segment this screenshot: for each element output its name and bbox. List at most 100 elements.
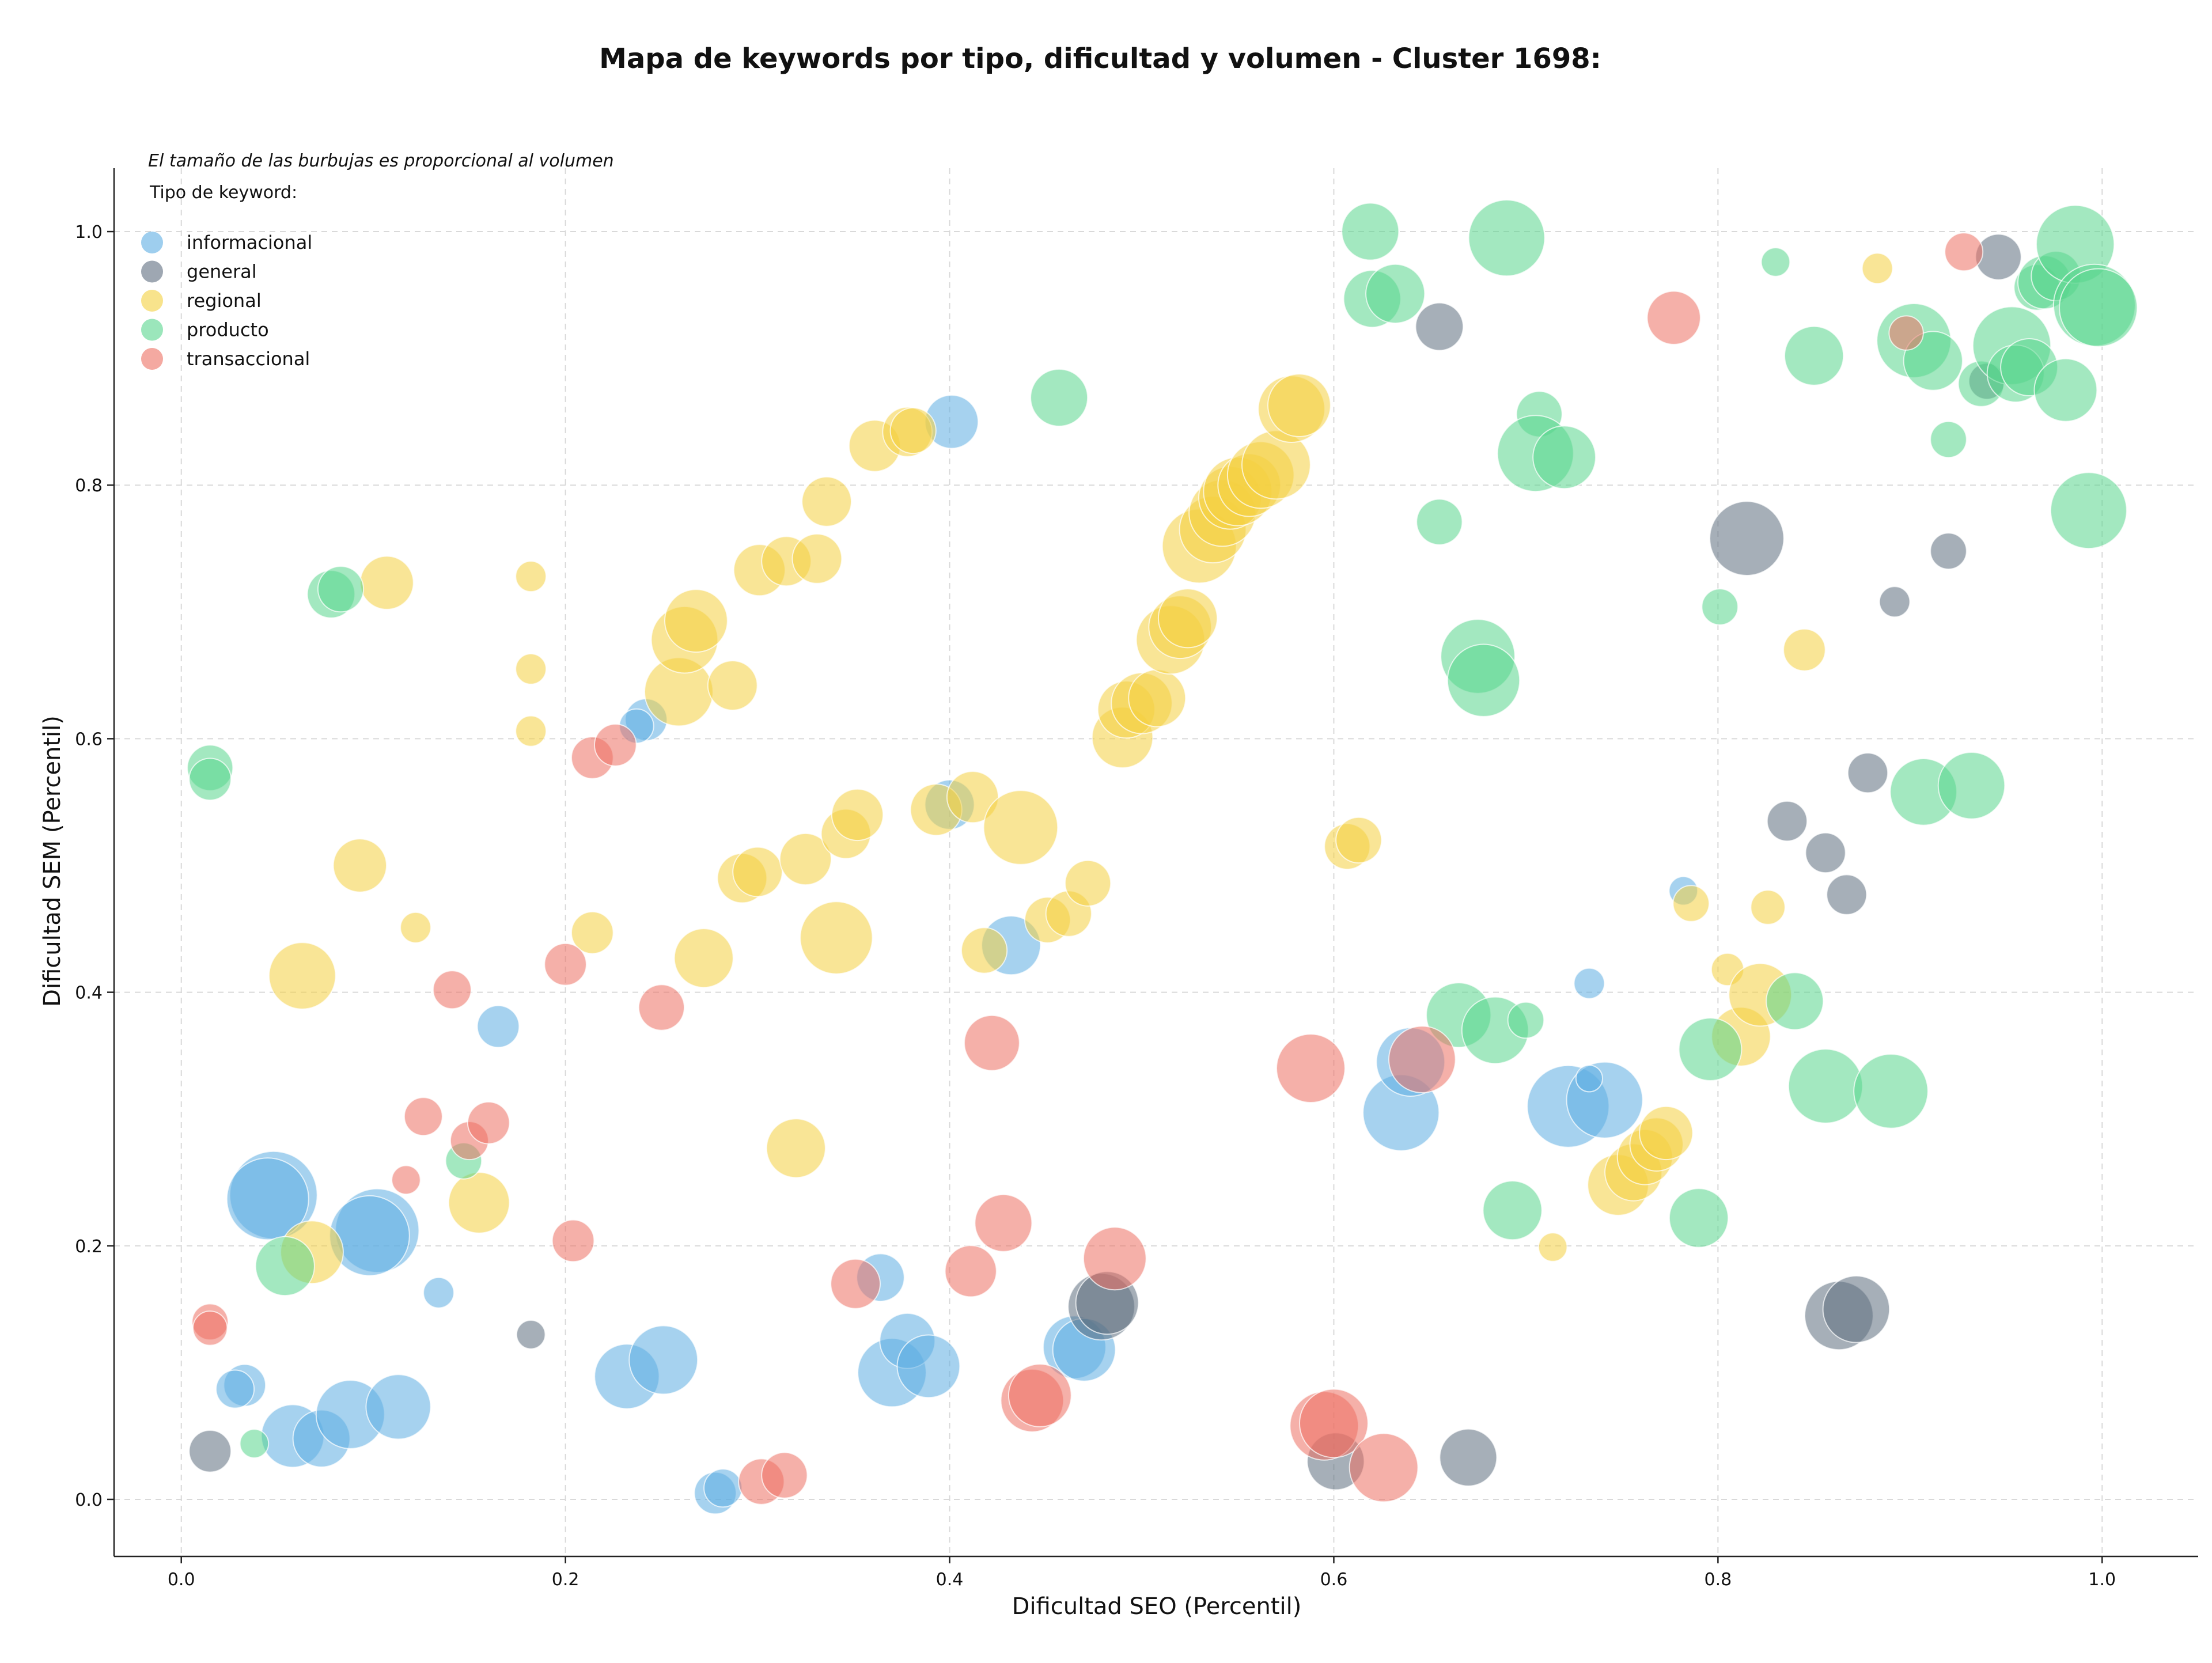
bubble-producto [2033, 358, 2098, 422]
bubble-regional [1128, 669, 1187, 728]
x-tick-label: 0.2 [552, 1570, 579, 1590]
bubble-transaccional [1944, 232, 1984, 272]
legend-label-regional: regional [187, 290, 262, 312]
bubble-producto [1784, 325, 1844, 386]
bubble-transaccional [391, 1165, 421, 1195]
bubble-regional [332, 838, 387, 893]
bubble-informacional [215, 1369, 255, 1409]
bubble-transaccional [1388, 1025, 1456, 1093]
bubble-regional [732, 846, 783, 897]
bubble-informacional [365, 1374, 431, 1440]
bubble-producto [1532, 425, 1597, 490]
y-tick-label: 0.4 [75, 983, 103, 1003]
bubble-general [1766, 800, 1808, 842]
bubble-regional [801, 476, 852, 527]
bubble-transaccional [830, 1258, 881, 1309]
bubble-general [1878, 586, 1911, 618]
bubble-transaccional [403, 1097, 443, 1137]
bubble-transaccional [594, 723, 637, 767]
bubble-producto [239, 1429, 270, 1459]
bubble-producto [1482, 1180, 1543, 1241]
bubble-regional [791, 533, 843, 584]
bubble-regional [400, 911, 431, 944]
legend-label-informacional: informacional [187, 232, 312, 253]
bubble-regional [1783, 628, 1826, 672]
bubble-general [1822, 1275, 1891, 1343]
bubble-regional [673, 928, 734, 988]
bubble-informacional [476, 1005, 520, 1048]
y-tick-label: 1.0 [75, 222, 103, 243]
bubble-producto [1365, 263, 1426, 324]
bubble-regional [1672, 885, 1710, 922]
bubble-general [1930, 532, 1967, 570]
bubble-regional [359, 555, 414, 610]
bubble-informacional [226, 1157, 309, 1241]
y-tick-label: 0.2 [75, 1237, 103, 1257]
bubble-regional [268, 942, 336, 1010]
x-tick-label: 0.6 [1320, 1570, 1348, 1590]
bubble-transaccional [1082, 1226, 1147, 1291]
size-annotation: El tamaño de las burbujas es proporciona… [148, 151, 614, 171]
bubble-transaccional [964, 1014, 1020, 1071]
legend-label-producto: producto [187, 319, 269, 341]
legend-marker-regional [141, 290, 163, 312]
bubble-transaccional [638, 984, 685, 1031]
bubble-general [1709, 501, 1785, 577]
bubble-transaccional [1646, 290, 1701, 345]
bubble-transaccional [944, 1245, 997, 1298]
bubble-producto [1678, 1017, 1743, 1081]
bubble-informacional [703, 1468, 743, 1508]
bubble-regional [1537, 1232, 1568, 1262]
bubble-transaccional [467, 1101, 510, 1145]
x-tick-label: 1.0 [2088, 1570, 2116, 1590]
bubble-general [1805, 832, 1846, 874]
bubble-general [516, 1320, 546, 1350]
bubble-regional [707, 660, 758, 711]
bubble-regional [448, 1172, 510, 1234]
grid-layer [114, 168, 2198, 1556]
bubble-producto [1341, 202, 1400, 261]
bubble-regional [961, 927, 1008, 974]
bubble-regional [1861, 252, 1893, 285]
bubble-informacional [896, 1334, 961, 1399]
bubble-general [1415, 302, 1464, 351]
y-axis-label: Dificultad SEM (Percentil) [39, 715, 66, 1007]
bubble-producto [1416, 498, 1463, 546]
x-axis-label: Dificultad SEO (Percentil) [1012, 1593, 1302, 1620]
legend-marker-transaccional [141, 348, 163, 370]
bubble-regional [1639, 1105, 1694, 1161]
y-tick-label: 0.6 [75, 729, 103, 749]
chart-title: Mapa de keywords por tipo, dificultad y … [599, 43, 1601, 75]
bubble-producto [1468, 199, 1546, 277]
bubble-producto [1766, 972, 1824, 1031]
legend-marker-general [141, 260, 163, 283]
bubble-regional [766, 1118, 826, 1179]
bubble-producto [1507, 1001, 1545, 1039]
bubble-transaccional [551, 1219, 595, 1263]
bubble-producto [1668, 1188, 1729, 1248]
bubble-transaccional [974, 1194, 1033, 1252]
bubble-producto [1937, 752, 2006, 820]
bubble-regional [515, 653, 547, 685]
legend-marker-producto [141, 319, 163, 341]
bubble-producto [188, 757, 232, 801]
bubble-general [1847, 752, 1889, 794]
bubble-transaccional [192, 1310, 228, 1346]
bubble-producto [1930, 421, 1967, 459]
bubble-regional [946, 771, 999, 824]
bubble-transaccional [1299, 1388, 1369, 1459]
x-tick-label: 0.0 [168, 1570, 195, 1590]
bubble-transaccional [432, 970, 472, 1010]
bubble-informacional [1575, 1065, 1603, 1093]
bubble-informacional [628, 1325, 699, 1395]
points-layer [187, 199, 2138, 1515]
bubble-informacional [1573, 967, 1605, 999]
bubble-transaccional [1007, 1363, 1072, 1427]
legend: informacional general regional producto tran… [141, 232, 312, 370]
bubble-transaccional [1888, 315, 1924, 351]
bubble-regional [800, 901, 873, 975]
bubble-regional [831, 788, 884, 842]
bubble-producto [2050, 472, 2127, 550]
bubble-transaccional [1276, 1033, 1346, 1103]
bubble-transaccional [761, 1452, 808, 1499]
